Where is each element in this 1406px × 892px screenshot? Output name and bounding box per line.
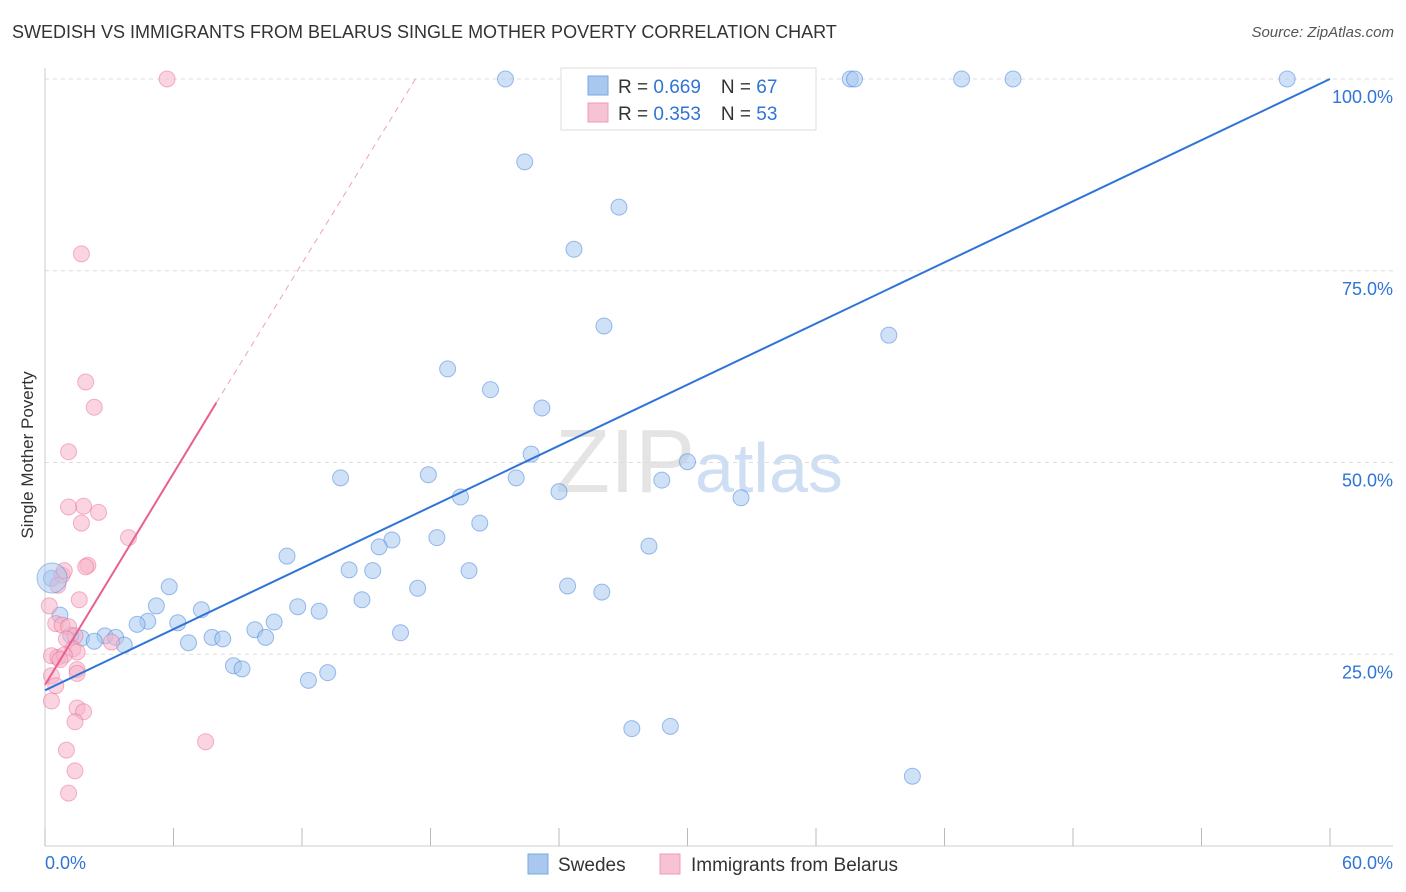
swedes-point (559, 577, 577, 595)
legend-swatch-belarus (587, 102, 609, 123)
y-tick-label: 25.0% (1342, 662, 1393, 682)
swedes-point (160, 578, 178, 596)
swedes-point (36, 562, 68, 594)
y-tick-label: 50.0% (1342, 471, 1393, 491)
watermark: ZIPatlas (555, 412, 843, 512)
belarus-point (60, 443, 78, 461)
source-label: Source: ZipAtlas.com (1251, 24, 1394, 41)
belarus-point (60, 784, 78, 802)
belarus-point (102, 633, 120, 651)
swedes-point (233, 660, 251, 678)
y-tick-label: 75.0% (1342, 279, 1393, 299)
belarus-point (57, 741, 75, 759)
legend-swatch (659, 853, 681, 875)
swedes-point (903, 767, 921, 785)
legend-swatch (527, 853, 549, 875)
bottom-legend: Swedes Immigrants from Belarus (527, 853, 898, 876)
swedes-point (289, 598, 307, 616)
swedes-point (439, 360, 457, 378)
y-tick-label: 100.0% (1332, 87, 1393, 107)
belarus-point (85, 398, 103, 416)
swedes-point (533, 399, 551, 417)
swedes-point (319, 664, 337, 682)
swedes-point (623, 720, 641, 738)
belarus-point (77, 373, 95, 391)
swedes-point (353, 591, 371, 609)
swedes-point (265, 613, 283, 631)
swedes-point (392, 624, 410, 642)
swedes-point (593, 583, 611, 601)
swedes-point (257, 628, 275, 646)
swedes-point (147, 597, 165, 615)
swedes-point (471, 514, 489, 532)
swedes-point (516, 153, 534, 171)
swedes-point (85, 632, 103, 650)
belarus-point (75, 497, 93, 515)
swedes-point (846, 70, 864, 88)
x-tick-label: 0.0% (45, 853, 86, 873)
swedes-point (679, 453, 696, 471)
belarus-trend-line (44, 402, 218, 686)
swedes-point (460, 562, 478, 580)
swedes-point (340, 561, 358, 579)
swedes-point (496, 70, 514, 88)
belarus-point (197, 733, 215, 751)
swedes-point (310, 602, 328, 620)
swedes-point (169, 614, 187, 632)
swedes-point (1278, 70, 1296, 88)
swedes-point (128, 615, 146, 633)
swedes-point (409, 579, 427, 597)
swedes-point (953, 70, 971, 88)
belarus-point (158, 70, 176, 88)
y-axis-label: Single Mother Poverty (18, 371, 37, 539)
swedes-point (332, 469, 350, 487)
swedes-point (732, 489, 750, 507)
belarus-point (42, 692, 60, 710)
swedes-point (595, 317, 613, 335)
stats-legend: R = 0.669 N = 67 R = 0.353 N = 53 (560, 67, 817, 131)
swedes-point (364, 562, 382, 580)
swedes-point (565, 240, 583, 258)
legend-swatch-swedes (587, 75, 609, 96)
swedes-point (640, 537, 658, 555)
belarus-point (72, 514, 90, 532)
x-tick-label: 60.0% (1342, 853, 1393, 873)
chart-title: SWEDISH VS IMMIGRANTS FROM BELARUS SINGL… (12, 22, 837, 42)
swedes-point (370, 538, 388, 556)
swedes-point (179, 634, 197, 652)
legend-label-belarus: Immigrants from Belarus (691, 855, 898, 876)
swedes-point (278, 547, 296, 565)
belarus-point (40, 597, 58, 615)
swedes-point (428, 529, 446, 547)
swedes-point (653, 471, 671, 489)
legend-label-swedes: Swedes (558, 855, 626, 876)
swedes-point (610, 198, 628, 216)
swedes-point (419, 466, 437, 484)
belarus-point (90, 503, 108, 521)
swedes-point (507, 469, 525, 487)
swedes-point (661, 717, 679, 735)
swedes-point (299, 671, 317, 689)
swedes-trend-line (44, 78, 1331, 692)
swedes-point (481, 381, 499, 399)
swedes-point (1004, 70, 1022, 88)
swedes-point (451, 488, 469, 506)
swedes-point (383, 531, 401, 549)
belarus-point (66, 713, 84, 731)
belarus-trend-extension (215, 78, 416, 403)
belarus-point (72, 245, 90, 263)
belarus-point (70, 591, 88, 609)
swedes-point (214, 630, 232, 648)
swedes-point (880, 326, 898, 344)
belarus-point (60, 498, 78, 516)
belarus-point (66, 762, 84, 780)
belarus-point (77, 558, 95, 576)
swedes-point (550, 483, 568, 501)
